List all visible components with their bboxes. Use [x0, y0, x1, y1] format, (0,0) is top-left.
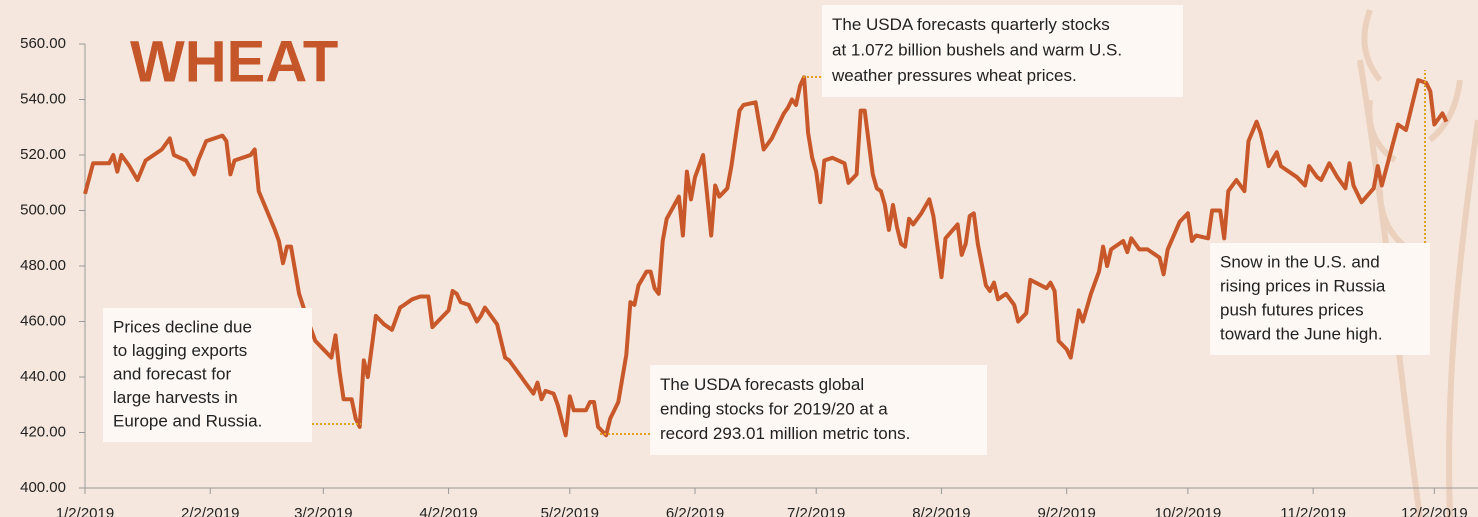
x-tick-label: 8/2/2019 [912, 505, 970, 517]
annotation-text: Europe and Russia. [113, 412, 262, 431]
x-tick-label: 4/2/2019 [419, 505, 477, 517]
y-tick-label: 500.00 [20, 201, 66, 218]
y-tick-label: 520.00 [20, 146, 66, 163]
annotation-text: push futures prices [1220, 300, 1364, 319]
price-line [83, 75, 1449, 438]
annotation-text: record 293.01 million metric tons. [660, 424, 910, 443]
x-tick-label: 6/2/2019 [666, 505, 724, 517]
annotation-box [822, 5, 1183, 97]
annotation-text: weather pressures wheat prices. [831, 66, 1077, 85]
x-tick-label: 1/2/2019 [56, 505, 114, 517]
annotation-text: at 1.072 billion bushels and warm U.S. [832, 40, 1122, 59]
y-tick-label: 460.00 [20, 312, 66, 329]
annotation-box [1210, 243, 1430, 355]
x-tick-label: 3/2/2019 [294, 505, 352, 517]
x-tick-label: 5/2/2019 [541, 505, 599, 517]
y-tick-label: 440.00 [20, 368, 66, 385]
x-tick-label: 11/2/2019 [1280, 505, 1346, 517]
x-tick-label: 10/2/2019 [1155, 505, 1222, 517]
annotation: The USDA forecasts quarterly stocks at 1.… [803, 5, 1183, 97]
annotation-text: toward the June high. [1220, 324, 1383, 343]
annotation-box [650, 365, 987, 455]
annotation-text: rising prices in Russia [1220, 276, 1386, 295]
annotation-text: and forecast for [113, 364, 231, 383]
annotation: Prices decline due to lagging exports and … [103, 308, 361, 442]
y-tick-label: 420.00 [20, 423, 66, 440]
y-tick-label: 540.00 [20, 90, 66, 107]
x-tick-label: 12/2/2019 [1401, 505, 1468, 517]
y-tick-label: 480.00 [20, 257, 66, 274]
y-tick-label: 400.00 [20, 479, 66, 496]
y-tick-label: 560.00 [20, 35, 66, 52]
annotation: The USDA forecasts global ending stocks f… [600, 365, 987, 455]
annotation-text: The USDA forecasts quarterly stocks [832, 15, 1110, 34]
annotation-text: Snow in the U.S. and [1220, 252, 1380, 271]
annotation-text: to lagging exports [113, 341, 247, 360]
annotation-text: large harvests in [113, 388, 238, 407]
x-tick-label: 9/2/2019 [1037, 505, 1095, 517]
x-tick-label: 2/2/2019 [181, 505, 239, 517]
annotation-text: Prices decline due [113, 317, 252, 336]
x-tick-label: 7/2/2019 [787, 505, 845, 517]
annotation-text: ending stocks for 2019/20 at a [660, 399, 888, 418]
annotation-text: The USDA forecasts global [660, 375, 864, 394]
annotation: Snow in the U.S. and rising prices in Rus… [1210, 70, 1430, 355]
chart-title: WHEAT [130, 29, 338, 94]
annotation-box [103, 308, 312, 442]
